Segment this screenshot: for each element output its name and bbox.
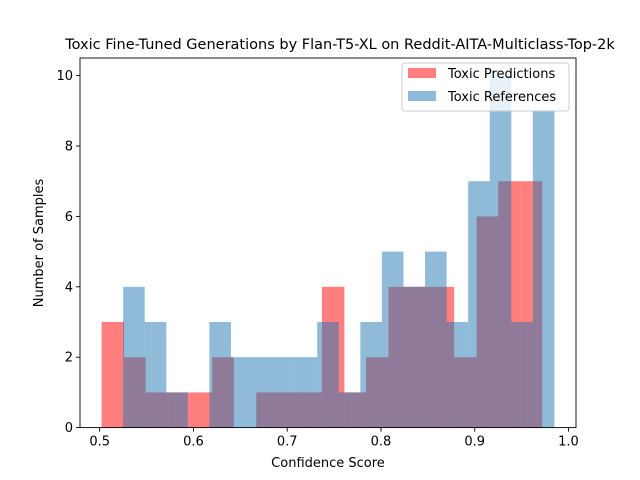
x-tick-label: 0.7 [277,435,298,450]
bar-references-19 [532,110,555,428]
legend-swatch-references [408,91,436,101]
bars-layer [101,75,555,428]
x-tick-label: 0.5 [89,435,110,450]
x-tick-label: 0.9 [464,435,485,450]
chart-title: Toxic Fine-Tuned Generations by Flan-T5-… [64,37,615,53]
bar-references-16 [468,181,490,428]
y-tick-label: 6 [65,210,73,225]
x-tick-label: 0.8 [371,435,392,450]
bar-references-8 [295,357,318,428]
bar-references-4 [209,322,231,428]
x-tick-label: 1.0 [558,435,579,450]
bar-references-18 [511,322,533,428]
y-tick-label: 4 [65,280,73,295]
bar-references-11 [360,322,382,428]
y-tick-label: 0 [65,421,73,436]
y-tick-label: 10 [56,69,73,84]
bar-predictions-0 [101,322,125,428]
legend-swatch-predictions [408,68,436,78]
bar-references-9 [317,322,339,428]
x-axis-label: Confidence Score [271,456,385,471]
bar-references-10 [338,392,361,428]
bar-references-6 [252,357,275,428]
y-axis-label: Number of Samples [32,179,47,308]
x-axis-ticks: 0.5 0.6 0.7 0.8 0.9 1.0 [89,427,579,450]
legend-label-references: Toxic References [447,90,556,105]
legend-label-predictions: Toxic Predictions [447,67,555,82]
bar-references-0 [123,286,145,428]
bar-references-7 [274,357,296,428]
bar-references-5 [230,357,253,428]
bar-references-15 [446,322,469,428]
bar-references-2 [166,392,188,428]
bar-references-12 [381,251,404,428]
y-tick-label: 2 [65,351,73,366]
bar-references-17 [489,75,512,428]
y-tick-label: 8 [65,140,73,155]
legend-box [401,62,570,112]
legend: Toxic Predictions Toxic References [401,62,570,112]
plot-frame [79,57,577,429]
bar-predictions-4 [189,392,213,428]
y-axis-ticks: 0 2 4 6 8 10 [56,69,80,436]
bar-references-14 [425,251,447,428]
bar-references-13 [403,286,426,428]
bar-references-1 [144,322,167,428]
x-tick-label: 0.6 [183,435,204,450]
